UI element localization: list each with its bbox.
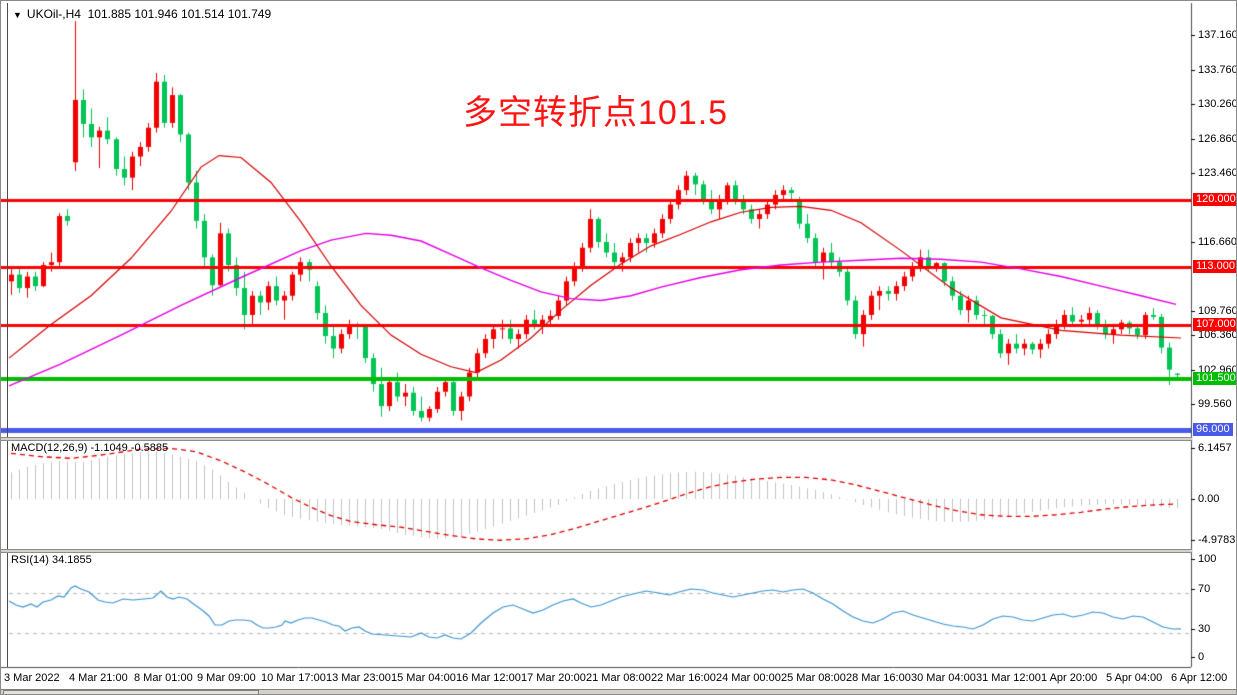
rsi-axis-label: 30 bbox=[1198, 623, 1211, 635]
time-axis-label: 4 Mar 21:00 bbox=[69, 672, 128, 684]
rsi-value: 34.1855 bbox=[51, 554, 92, 566]
rsi-name: RSI(14) bbox=[11, 554, 49, 566]
price-tick-label: 123.460 bbox=[1198, 167, 1237, 179]
price-level-badge: 113.000 bbox=[1193, 260, 1236, 273]
time-axis-label: 17 Mar 20:00 bbox=[521, 672, 586, 684]
scrollbar-thumb[interactable] bbox=[3, 690, 259, 694]
rsi-axis-label: 0 bbox=[1198, 651, 1205, 663]
macd-axis-label: 6.1457 bbox=[1198, 442, 1232, 454]
price-tick-label: 109.760 bbox=[1198, 305, 1237, 317]
price-tick-label: 126.860 bbox=[1198, 133, 1237, 145]
time-axis-label: 22 Mar 16:00 bbox=[651, 672, 716, 684]
time-axis-label: 1 Apr 20:00 bbox=[1041, 672, 1098, 684]
time-axis-label: 5 Apr 04:00 bbox=[1106, 672, 1163, 684]
macd-axis-label: -4.9783 bbox=[1198, 534, 1236, 546]
price-level-badge: 96.000 bbox=[1193, 423, 1233, 436]
price-tick-label: 99.560 bbox=[1198, 398, 1232, 410]
ohlc-readout: 101.885 101.946 101.514 101.749 bbox=[87, 7, 272, 21]
chevron-down-icon[interactable]: ▼ bbox=[13, 10, 22, 20]
macd-values: -1.1049 -0.5885 bbox=[90, 442, 169, 454]
time-axis-label: 3 Mar 2022 bbox=[4, 672, 60, 684]
pane-separator-macd[interactable] bbox=[1, 437, 1192, 441]
rsi-axis-label: 70 bbox=[1198, 583, 1211, 595]
rsi-indicator-label: RSI(14) 34.1855 bbox=[11, 554, 92, 566]
time-axis-label: 8 Mar 01:00 bbox=[134, 672, 193, 684]
time-axis-label: 31 Mar 12:00 bbox=[976, 672, 1041, 684]
price-axis: 137.160 133.760 130.260 126.860 123.460 116.6… bbox=[1192, 1, 1237, 694]
price-tick-label: 130.260 bbox=[1198, 98, 1237, 110]
time-axis-label: 15 Mar 04:00 bbox=[391, 672, 456, 684]
macd-name: MACD(12,26,9) bbox=[11, 442, 88, 454]
plot-left-border bbox=[7, 3, 8, 667]
time-axis-label: 24 Mar 00:00 bbox=[716, 672, 781, 684]
price-tick-label: 137.160 bbox=[1198, 29, 1237, 41]
time-axis-label: 13 Mar 23:00 bbox=[326, 672, 391, 684]
price-tick-label: 133.760 bbox=[1198, 64, 1237, 76]
time-axis-label: 28 Mar 16:00 bbox=[846, 672, 911, 684]
price-tick-label: 116.660 bbox=[1198, 236, 1237, 248]
time-axis-label: 6 Apr 12:00 bbox=[1171, 672, 1228, 684]
time-axis-label: 16 Mar 12:00 bbox=[456, 672, 521, 684]
price-level-badge: 101.500 bbox=[1193, 372, 1236, 385]
price-tick-label: 106.360 bbox=[1198, 329, 1237, 341]
time-axis-label: 10 Mar 17:00 bbox=[261, 672, 326, 684]
price-level-badge: 107.000 bbox=[1193, 318, 1236, 331]
pane-separator-rsi[interactable] bbox=[1, 549, 1192, 553]
time-axis: 3 Mar 2022 4 Mar 21:00 8 Mar 01:00 9 Mar 09… bbox=[1, 670, 1227, 688]
macd-indicator-label: MACD(12,26,9) -1.1049 -0.5885 bbox=[11, 442, 168, 454]
annotation-text: 多空转折点101.5 bbox=[463, 94, 729, 132]
price-level-badge: 120.000 bbox=[1193, 193, 1236, 206]
time-axis-label: 25 Mar 08:00 bbox=[781, 672, 846, 684]
time-axis-label: 30 Mar 04:00 bbox=[911, 672, 976, 684]
symbol-period-label: UKOil-,H4 bbox=[26, 7, 81, 21]
time-axis-label: 9 Mar 09:00 bbox=[197, 672, 256, 684]
horizontal-scrollbar[interactable] bbox=[1, 689, 1236, 694]
chart-title: ▼ UKOil-,H4 101.885 101.946 101.514 101.7… bbox=[13, 7, 271, 21]
macd-axis-label: 0.00 bbox=[1198, 493, 1220, 505]
rsi-axis-label: 100 bbox=[1198, 553, 1217, 565]
time-axis-label: 21 Mar 08:00 bbox=[586, 672, 651, 684]
